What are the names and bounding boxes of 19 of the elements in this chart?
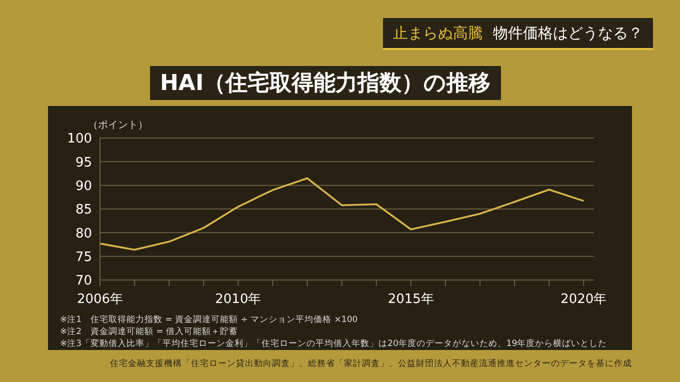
text: ※注3「変動借入比率」「平均住宅ローン金利」「住宅ローンの平均借入年数」は20年度のデータがないため、19年度から横ばいとした <box>60 338 608 350</box>
text: ※注1 住宅取得能力指数 = 資金調達可能額 ÷ マンション平均価格 ×100 <box>60 314 359 326</box>
x-tick-label: 2006年 <box>76 292 124 308</box>
x-tick-label: 2015年 <box>388 292 434 308</box>
y-tick-label: 75 <box>75 250 92 265</box>
text: ※注2 資金調達可能額 = 借入可能額＋貯蓄 <box>60 326 240 338</box>
chart-title: HAI（住宅取得能力指数）の推移 <box>150 66 501 100</box>
line-series <box>100 177 585 251</box>
x-tick-label: 2020年 <box>560 292 607 308</box>
text: 住宅金融支援機構「住宅ローン貸出動向調査」、総務省「家計調査」、公益財団法人不動産流通推進センターのデータを基に作成 <box>110 358 632 370</box>
y-tick-label: 80 <box>75 226 92 242</box>
y-tick-label: 100 <box>67 132 92 147</box>
y-axis-title: （ポイント） <box>88 119 148 132</box>
chart-subtitle: 止まらぬ高騰 物件価格はどうなる？ <box>393 24 643 42</box>
x-tick-label: 2010年 <box>215 292 262 308</box>
y-tick-label: 90 <box>75 178 92 194</box>
y-tick-label: 70 <box>75 274 92 289</box>
y-tick-label: 85 <box>75 202 92 218</box>
y-tick-label: 95 <box>75 155 92 170</box>
